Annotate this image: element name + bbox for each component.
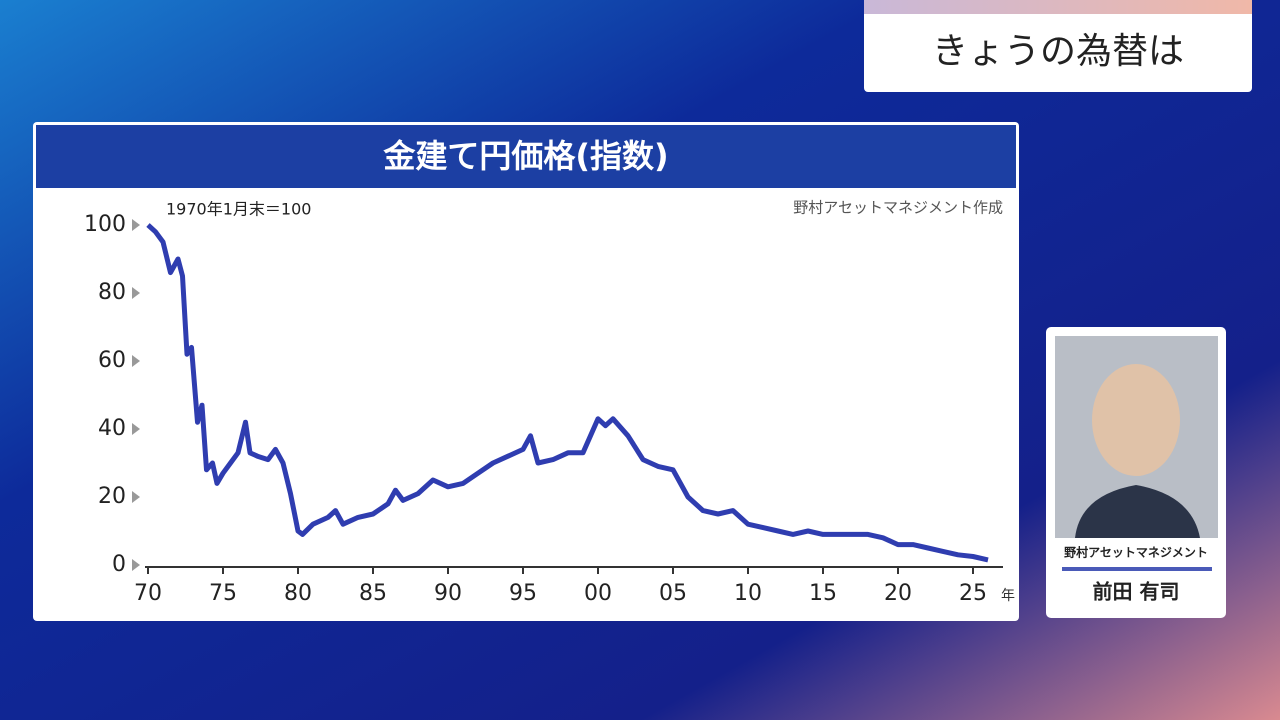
y-tick-mark xyxy=(132,355,140,367)
person-rule xyxy=(1062,567,1212,571)
y-tick-mark xyxy=(132,491,140,503)
y-tick-mark xyxy=(132,287,140,299)
person-name: 前田 有司 xyxy=(1093,580,1180,604)
y-tick-mark xyxy=(132,559,140,571)
person-face xyxy=(1092,364,1180,476)
chart-panel xyxy=(33,122,1019,621)
x-tick-label: 95 xyxy=(509,581,537,606)
x-tick-label: 70 xyxy=(134,581,162,606)
banner xyxy=(864,0,1252,92)
x-unit: 年 xyxy=(1001,588,1015,604)
y-tick-label: 60 xyxy=(98,348,126,373)
banner-stripe xyxy=(864,0,1252,14)
y-tick-label: 0 xyxy=(112,552,126,577)
person-suit xyxy=(1075,485,1200,538)
x-tick-label: 80 xyxy=(284,581,312,606)
data-line xyxy=(146,223,989,563)
x-tick-label: 85 xyxy=(359,581,387,606)
x-tick-label: 25 xyxy=(959,581,987,606)
x-tick-label: 75 xyxy=(209,581,237,606)
chart-note: 1970年1月末＝100 xyxy=(166,200,311,219)
y-tick-label: 20 xyxy=(98,484,126,509)
x-tick-label: 05 xyxy=(659,581,687,606)
person-company: 野村アセットマネジメント xyxy=(1064,545,1208,560)
y-tick-label: 100 xyxy=(84,212,126,237)
chart-header xyxy=(36,125,1016,188)
y-tick-mark xyxy=(132,219,140,231)
x-tick-label: 20 xyxy=(884,581,912,606)
y-tick-label: 40 xyxy=(98,416,126,441)
x-tick-label: 10 xyxy=(734,581,762,606)
x-tick-label: 00 xyxy=(584,581,612,606)
x-tick-label: 15 xyxy=(809,581,837,606)
y-tick-label: 80 xyxy=(98,280,126,305)
banner-title: きょうの為替は xyxy=(932,31,1184,72)
chart-title: 金建て円価格(指数) xyxy=(382,137,668,175)
y-tick-mark xyxy=(132,423,140,435)
chart-source: 野村アセットマネジメント作成 xyxy=(793,199,1003,217)
x-tick-label: 90 xyxy=(434,581,462,606)
